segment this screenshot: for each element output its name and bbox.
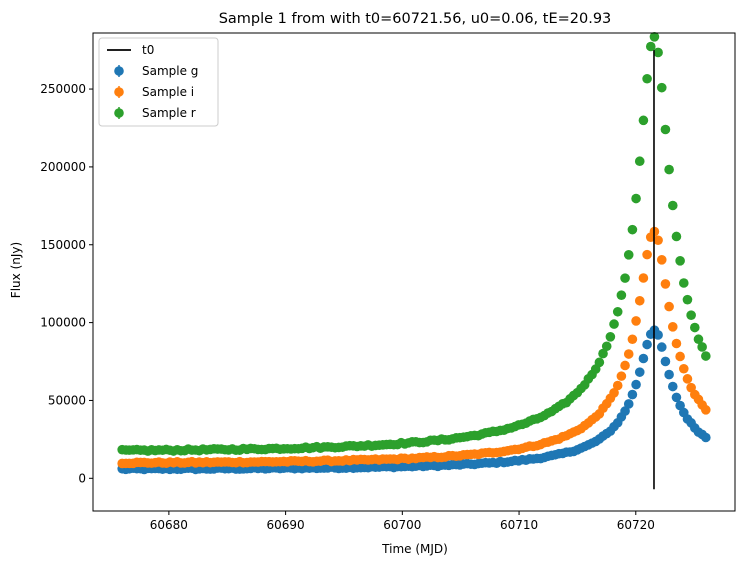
legend-label: Sample r — [142, 106, 196, 120]
legend-entry: Sample r — [114, 106, 196, 120]
data-point — [623, 349, 634, 359]
data-point — [660, 356, 671, 367]
data-point — [656, 342, 667, 352]
x-tick-label: 60700 — [383, 518, 421, 532]
y-tick-label: 200000 — [40, 160, 86, 174]
data-point — [686, 310, 696, 320]
data-point — [594, 357, 605, 368]
data-point — [631, 316, 641, 326]
data-point — [667, 381, 678, 392]
data-point — [664, 164, 674, 175]
data-point — [653, 235, 663, 246]
y-tick-label: 150000 — [40, 238, 86, 252]
data-point — [667, 322, 678, 332]
x-tick-label: 60720 — [617, 518, 655, 532]
data-point — [601, 341, 612, 352]
x-tick-label: 60710 — [500, 518, 538, 532]
data-point — [671, 392, 682, 403]
data-point — [623, 399, 634, 409]
legend-marker-dot — [114, 108, 124, 118]
data-point — [671, 338, 682, 349]
data-point — [612, 380, 623, 391]
data-point — [649, 32, 660, 42]
data-point — [660, 279, 671, 289]
data-point — [678, 363, 689, 374]
data-point — [682, 374, 693, 384]
legend-label: t0 — [142, 43, 154, 57]
data-point — [638, 353, 649, 364]
data-point — [656, 255, 667, 265]
data-point — [620, 273, 630, 283]
data-point — [701, 432, 711, 443]
legend-label: Sample i — [142, 85, 194, 99]
legend-entry: t0 — [107, 43, 154, 57]
data-point — [634, 295, 645, 306]
series-sample-i — [117, 226, 711, 469]
data-point — [678, 278, 689, 288]
data-point — [653, 47, 663, 58]
data-point — [609, 319, 619, 329]
data-point — [693, 334, 704, 345]
data-point — [631, 379, 641, 390]
axes-frame — [92, 32, 736, 512]
data-point — [671, 231, 682, 242]
legend-label: Sample g — [142, 64, 198, 78]
y-tick-label: 0 — [78, 471, 86, 485]
data-point — [620, 360, 630, 371]
data-point — [623, 250, 634, 260]
data-point — [627, 224, 638, 235]
data-point — [642, 339, 652, 350]
series-sample-r — [117, 32, 711, 456]
data-point — [690, 322, 700, 333]
legend-box — [98, 37, 219, 127]
data-point — [634, 156, 645, 167]
data-point — [642, 73, 652, 84]
plot-area: 60680 60690 60700 60710 60720 0 50000 100000 150… — [40, 32, 736, 532]
data-point — [638, 273, 649, 283]
y-axis-label: Flux (nJy) — [9, 242, 23, 298]
data-point — [675, 400, 685, 411]
legend-marker-dot — [114, 66, 124, 76]
data-point — [664, 301, 674, 312]
legend-marker-dot — [114, 87, 124, 97]
y-tick-label: 250000 — [40, 82, 86, 96]
data-point — [682, 294, 693, 305]
x-tick-label: 60690 — [267, 518, 305, 532]
legend-entry: Sample g — [114, 64, 198, 78]
data-point — [616, 371, 627, 381]
data-point — [664, 369, 674, 380]
data-point — [645, 41, 656, 52]
data-point — [598, 348, 608, 359]
legend-entry: Sample i — [114, 85, 194, 99]
x-tick-label: 60680 — [150, 518, 188, 532]
data-point — [697, 342, 707, 352]
data-point — [612, 306, 623, 317]
data-point — [653, 330, 663, 340]
data-point — [627, 334, 638, 345]
data-point — [605, 332, 616, 342]
data-point — [656, 82, 667, 93]
data-point — [675, 351, 685, 362]
data-point — [631, 193, 641, 204]
data-point — [701, 405, 711, 415]
data-point — [701, 351, 711, 361]
chart-title: Sample 1 from with t0=60721.56, u0=0.06,… — [219, 11, 612, 27]
x-axis-label: Time (MJD) — [381, 542, 448, 556]
data-point — [660, 124, 671, 135]
data-point — [627, 389, 638, 400]
data-point — [667, 200, 678, 211]
data-point — [616, 290, 627, 300]
data-point — [675, 256, 685, 266]
y-tick-label: 100000 — [40, 316, 86, 330]
data-point — [638, 115, 649, 126]
data-point — [609, 388, 619, 398]
y-tick-label: 50000 — [48, 393, 86, 407]
data-point — [634, 367, 645, 377]
data-point — [620, 406, 630, 416]
legend: t0 Sample g Sample i Sample r — [98, 37, 219, 127]
data-point — [642, 249, 652, 260]
